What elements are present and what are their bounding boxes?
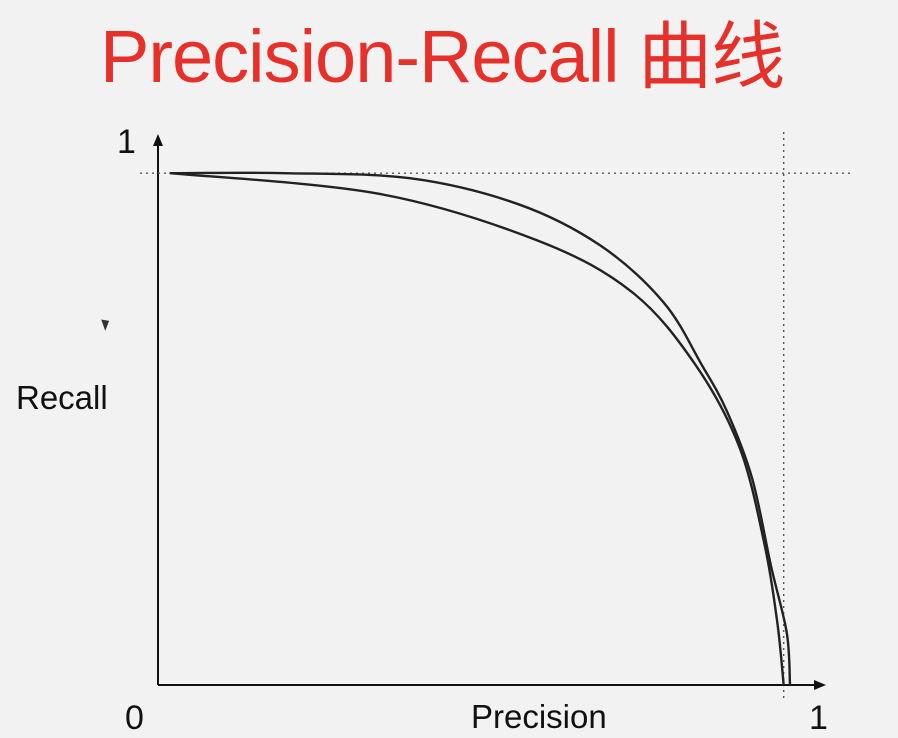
pr-curve-1 — [169, 171, 785, 687]
y-axis-arrow-icon — [153, 134, 163, 146]
series-lines — [169, 171, 792, 687]
y-tick-label-1: 1 — [117, 123, 136, 161]
y-axis-label: Recall — [16, 379, 108, 416]
x-tick-label-0: 0 — [125, 699, 144, 737]
x-axis-arrow-icon — [814, 680, 826, 690]
chart-title: Precision-Recall 曲线 — [100, 15, 785, 98]
axes — [153, 134, 826, 690]
pr-curve-2 — [169, 171, 792, 687]
mouse-cursor-icon — [101, 317, 112, 331]
reference-lines — [140, 132, 852, 700]
x-tick-label-1: 1 — [809, 699, 828, 737]
x-axis-label: Precision — [471, 698, 607, 735]
